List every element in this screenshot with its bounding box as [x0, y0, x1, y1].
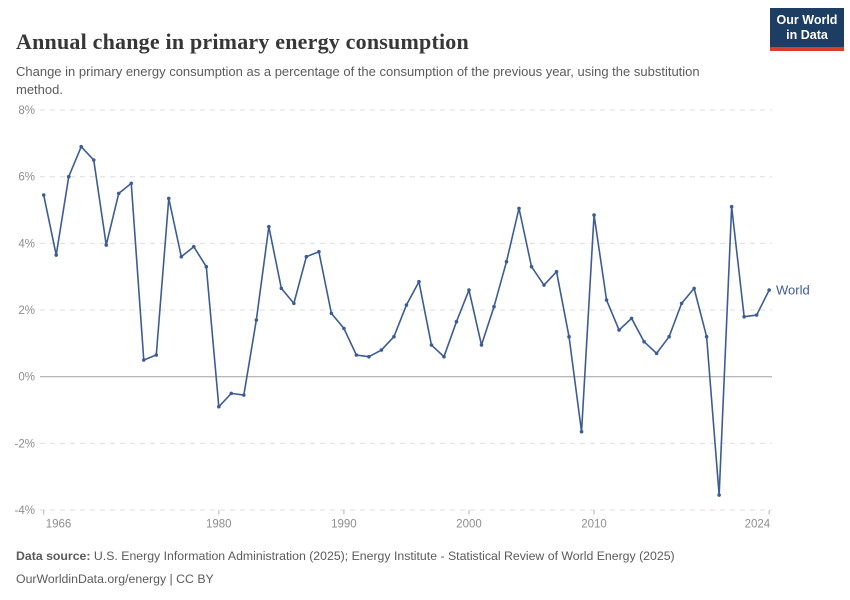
data-point[interactable]	[91, 158, 96, 162]
data-point[interactable]	[191, 244, 196, 249]
data-point[interactable]	[154, 353, 159, 357]
data-point[interactable]	[41, 193, 46, 197]
data-point[interactable]	[204, 264, 209, 269]
series-line-world[interactable]	[42, 145, 770, 496]
data-point[interactable]	[479, 343, 484, 347]
data-point[interactable]	[567, 334, 571, 339]
y-tick-label: 0%	[18, 372, 35, 384]
data-point[interactable]	[654, 351, 659, 356]
data-point[interactable]	[767, 288, 771, 292]
page-title: Annual change in primary energy consumpt…	[16, 28, 469, 54]
footer: Data source: U.S. Energy Information Adm…	[16, 545, 816, 590]
data-point[interactable]	[379, 348, 384, 352]
y-tick-label: 6%	[18, 172, 35, 184]
data-point[interactable]	[704, 334, 709, 339]
data-point[interactable]	[429, 343, 434, 347]
data-source-text: U.S. Energy Information Administration (…	[90, 549, 675, 563]
x-tick-label: 2024	[745, 519, 771, 531]
owid-logo-line1: Our World	[776, 13, 838, 27]
data-point[interactable]	[504, 259, 509, 264]
data-point[interactable]	[179, 254, 184, 259]
y-tick-label: 4%	[18, 238, 35, 250]
data-point[interactable]	[742, 314, 746, 319]
x-tick-label: 1980	[206, 519, 232, 531]
data-point[interactable]	[354, 353, 359, 357]
data-point[interactable]	[217, 404, 221, 409]
data-point[interactable]	[254, 318, 259, 322]
data-point[interactable]	[242, 393, 246, 397]
data-point[interactable]	[604, 298, 609, 302]
data-point[interactable]	[554, 269, 559, 274]
owid-logo[interactable]: Our World in Data	[770, 8, 844, 51]
owid-logo-line2: in Data	[786, 28, 828, 42]
data-point[interactable]	[679, 301, 684, 306]
data-point[interactable]	[642, 339, 646, 344]
data-point[interactable]	[279, 286, 284, 291]
data-point[interactable]	[454, 319, 459, 324]
data-point[interactable]	[692, 286, 696, 291]
data-point[interactable]	[304, 254, 309, 259]
data-point[interactable]	[517, 206, 521, 211]
y-tick-label: -4%	[15, 505, 35, 517]
data-point[interactable]	[579, 429, 584, 434]
data-point[interactable]	[717, 493, 721, 497]
data-point[interactable]	[667, 334, 671, 339]
data-source-label: Data source:	[16, 549, 91, 563]
data-point[interactable]	[367, 354, 371, 359]
data-point[interactable]	[129, 181, 134, 186]
x-tick-label: 2000	[456, 519, 482, 531]
data-point[interactable]	[529, 264, 534, 269]
data-point[interactable]	[592, 213, 596, 217]
chart-subtitle: Change in primary energy consumption as …	[16, 64, 700, 97]
data-point[interactable]	[617, 328, 621, 332]
data-point[interactable]	[754, 313, 759, 317]
data-point[interactable]	[729, 204, 734, 209]
data-point[interactable]	[404, 303, 409, 307]
data-point[interactable]	[79, 144, 84, 149]
data-point[interactable]	[492, 304, 496, 309]
data-point[interactable]	[116, 191, 121, 196]
license-line: OurWorldinData.org/energy | CC BY	[16, 571, 214, 586]
data-point[interactable]	[442, 354, 446, 359]
data-point[interactable]	[629, 316, 634, 321]
data-point[interactable]	[392, 334, 396, 339]
data-point[interactable]	[417, 279, 421, 284]
data-point[interactable]	[141, 358, 146, 362]
data-point[interactable]	[329, 311, 334, 316]
series-label-world[interactable]: World	[776, 283, 810, 298]
data-point[interactable]	[229, 391, 234, 396]
y-tick-label: -2%	[15, 438, 35, 450]
data-point[interactable]	[292, 301, 296, 306]
x-tick-label: 2010	[581, 519, 607, 531]
data-point[interactable]	[267, 224, 271, 229]
data-point[interactable]	[104, 243, 109, 247]
data-source-line: Data source: U.S. Energy Information Adm…	[16, 545, 816, 568]
y-tick-label: 2%	[18, 305, 35, 317]
data-point[interactable]	[542, 283, 546, 287]
y-tick-label: 8%	[18, 105, 35, 117]
data-point[interactable]	[317, 249, 321, 254]
data-point[interactable]	[342, 326, 346, 331]
data-point[interactable]	[54, 253, 59, 257]
data-point[interactable]	[66, 174, 71, 179]
data-point[interactable]	[467, 288, 471, 292]
x-tick-label: 1966	[46, 519, 72, 531]
data-point[interactable]	[166, 196, 171, 201]
chart-svg[interactable]: 8% 6% 4% 2% 0% -2% -4% 1966 1980 1990 2000 2010 2024…	[0, 95, 850, 540]
x-tick-label: 1990	[331, 519, 357, 531]
